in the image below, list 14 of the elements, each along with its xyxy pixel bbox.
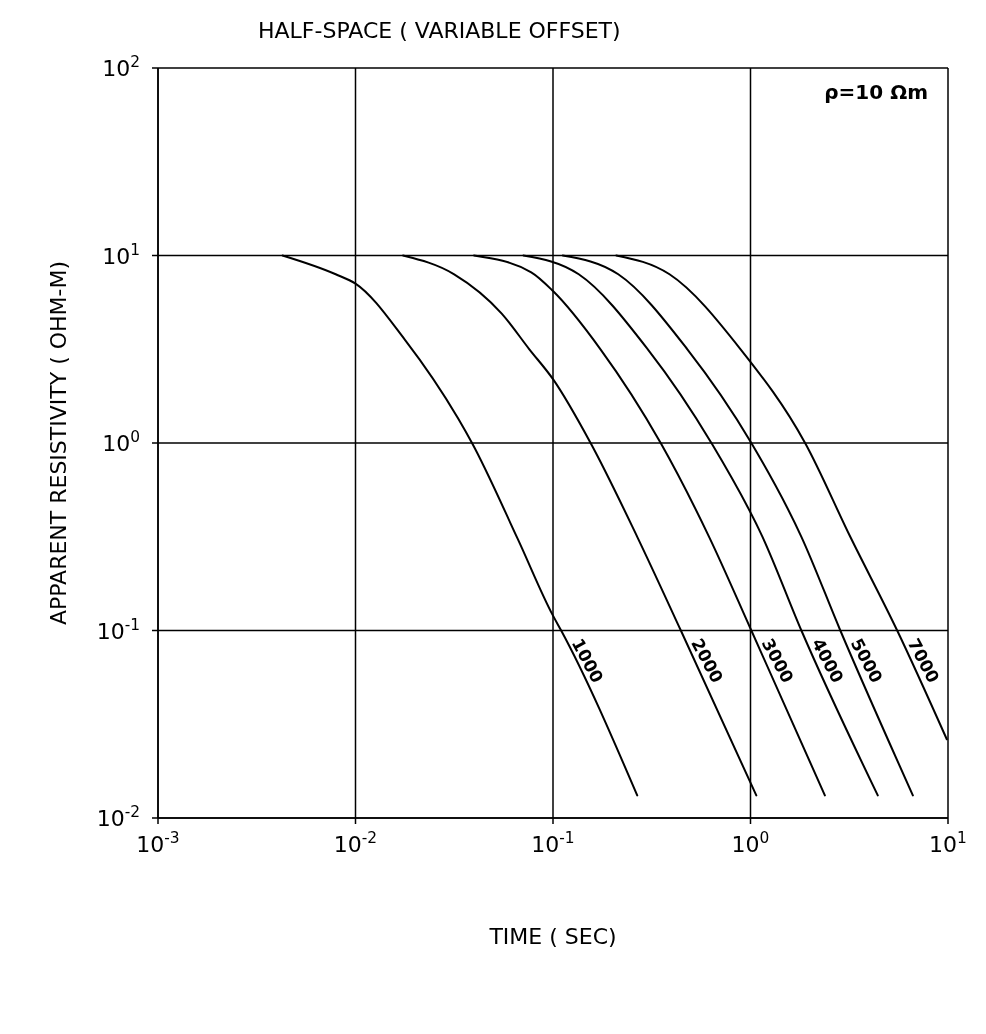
y-tick-label: 10$^{2}$ xyxy=(102,53,140,81)
x-tick-label: 10$^{-3}$ xyxy=(136,829,180,857)
y-tick-label: 10$^{0}$ xyxy=(102,428,140,456)
y-tick-label: 10$^{1}$ xyxy=(102,240,140,269)
y-axis-title: APPARENT RESISTIVITY ( OHM-M) xyxy=(45,260,71,626)
x-tick-label: 10$^{-2}$ xyxy=(333,829,378,857)
y-tick-label: 10$^{-1}$ xyxy=(96,615,140,644)
chart-title: HALF-SPACE ( VARIABLE OFFSET) xyxy=(258,18,621,43)
x-tick-label: 10$^{0}$ xyxy=(731,829,770,857)
y-tick-label: 10$^{-2}$ xyxy=(96,803,140,831)
x-tick-label: 10$^{1}$ xyxy=(929,829,967,857)
x-tick-label: 10$^{-1}$ xyxy=(531,829,575,857)
annotation: ρ=10 Ωm xyxy=(824,80,928,104)
x-axis-title: TIME ( SEC) xyxy=(488,923,617,949)
